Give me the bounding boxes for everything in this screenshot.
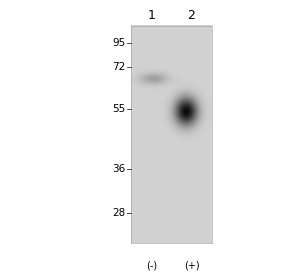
Text: 55: 55 [112, 104, 125, 114]
Text: (+): (+) [184, 260, 199, 270]
Text: (-): (-) [146, 260, 157, 270]
Text: 2: 2 [187, 9, 196, 22]
Text: 72: 72 [112, 62, 125, 72]
Text: 1: 1 [147, 9, 155, 22]
Text: 95: 95 [112, 38, 125, 48]
Text: 36: 36 [112, 164, 125, 174]
Text: 28: 28 [112, 208, 125, 218]
